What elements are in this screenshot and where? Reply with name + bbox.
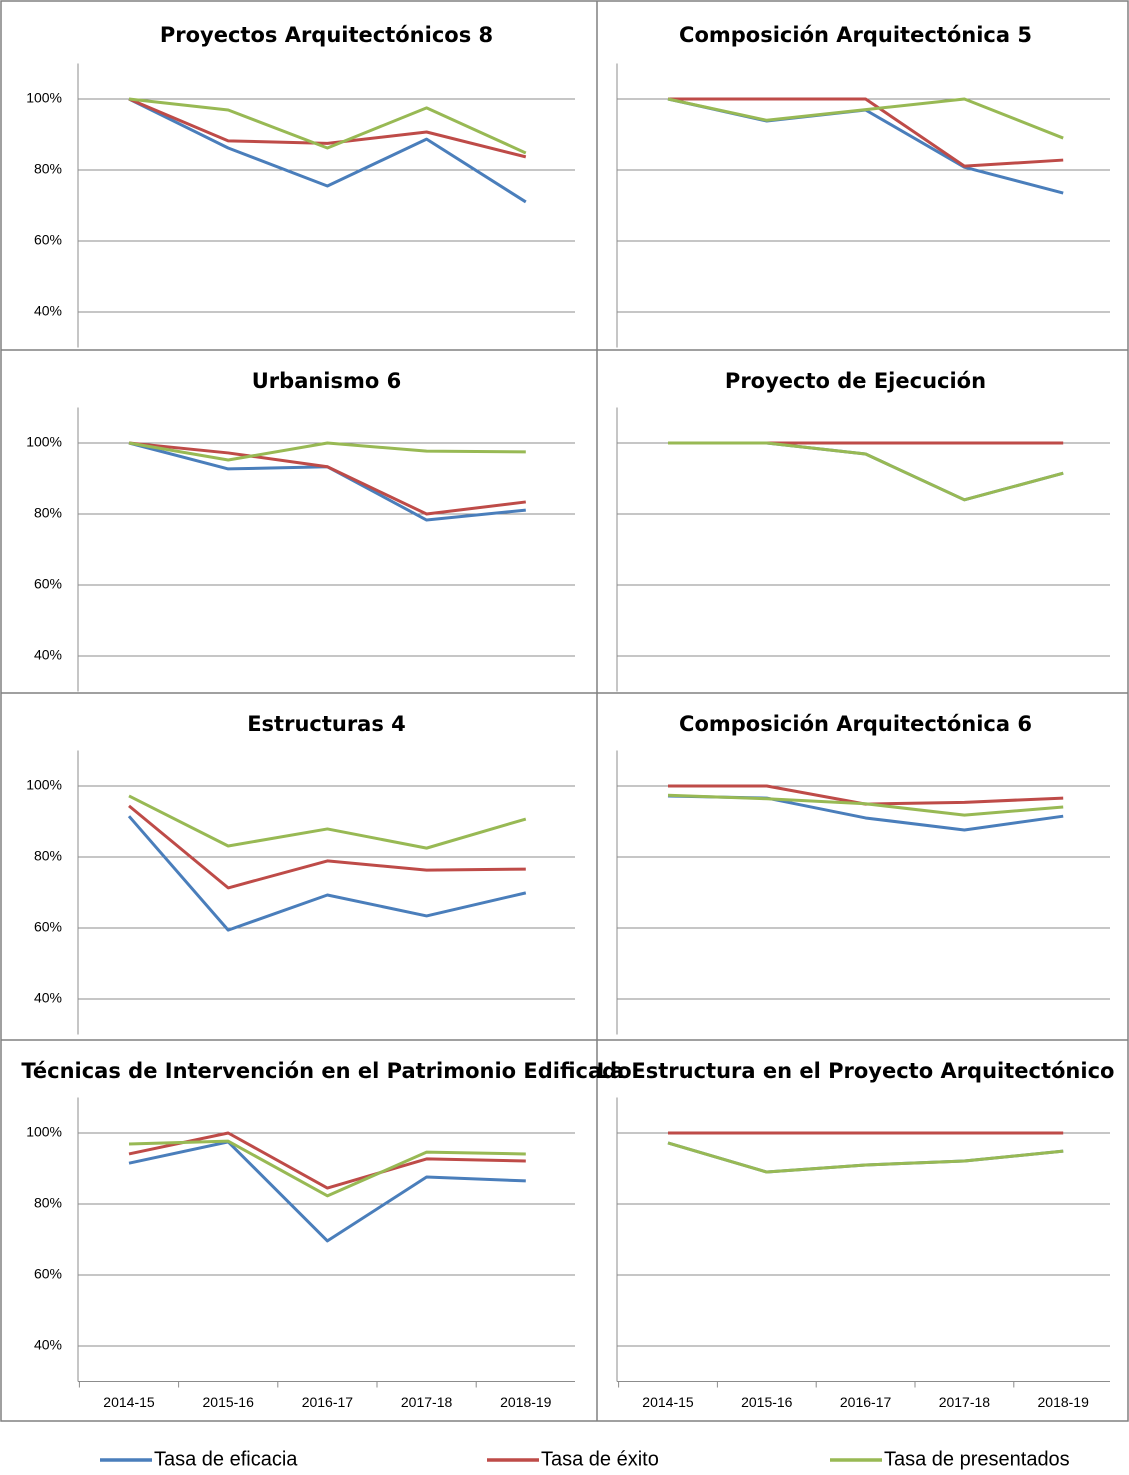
chart-title: Estructuras 4 [247, 712, 406, 736]
chart-title: Composición Arquitectónica 6 [679, 712, 1032, 736]
series-line [128, 794, 527, 850]
series-line [667, 793, 1064, 817]
y-tick-label: 80% [34, 505, 62, 521]
y-tick-label: 40% [34, 990, 62, 1006]
series-line [128, 1140, 526, 1243]
x-tick-label: 2016-17 [302, 1394, 354, 1410]
series-line [128, 1139, 526, 1198]
series-line [128, 1131, 526, 1190]
x-tick-label: 2015-16 [741, 1394, 793, 1410]
chart-title: La Estructura en el Proyecto Arquitectón… [597, 1059, 1115, 1083]
y-tick-label: 60% [34, 232, 62, 248]
y-tick-label: 80% [34, 1195, 62, 1211]
y-tick-label: 60% [34, 919, 62, 935]
x-tick-label: 2017-18 [939, 1394, 991, 1410]
series-line [668, 441, 1064, 502]
x-tick-label: 2018-19 [500, 1394, 552, 1410]
series-line [128, 804, 526, 890]
y-tick-label: 100% [26, 434, 62, 450]
y-tick-label: 40% [34, 647, 62, 663]
series-line [667, 97, 1064, 140]
y-tick-label: 40% [34, 303, 62, 319]
y-tick-label: 100% [26, 90, 62, 106]
x-tick-label: 2015-16 [203, 1394, 255, 1410]
x-tick-label: 2014-15 [103, 1394, 155, 1410]
legend-label: Tasa de eficacia [154, 1448, 298, 1470]
y-tick-label: 80% [34, 848, 62, 864]
series-line [128, 441, 526, 462]
legend-label: Tasa de éxito [541, 1448, 659, 1470]
y-tick-label: 60% [34, 1266, 62, 1282]
series-line [128, 441, 526, 516]
x-tick-label: 2016-17 [840, 1394, 892, 1410]
frame [0, 0, 1129, 1422]
series-line [128, 97, 527, 159]
chart-title: Proyectos Arquitectónicos 8 [160, 23, 493, 47]
series-line [668, 784, 1064, 806]
y-tick-label: 40% [34, 1337, 62, 1353]
series-line [128, 97, 527, 204]
x-tick-label: 2018-19 [1038, 1394, 1090, 1410]
y-tick-label: 100% [26, 1124, 62, 1140]
y-tick-label: 80% [34, 161, 62, 177]
y-tick-label: 60% [34, 576, 62, 592]
series-line [668, 441, 1064, 502]
series-line [668, 97, 1064, 168]
chart-title: Proyecto de Ejecución [725, 369, 986, 393]
series-line [667, 1141, 1064, 1174]
chart-title: Técnicas de Intervención en el Patrimoni… [21, 1059, 631, 1083]
series-line [127, 815, 527, 932]
x-tick-label: 2014-15 [642, 1394, 694, 1410]
x-tick-label: 2017-18 [401, 1394, 453, 1410]
legend-label: Tasa de presentados [884, 1448, 1070, 1470]
series-line [128, 97, 527, 155]
panel-borders [0, 0, 1129, 1422]
chart-title: Composición Arquitectónica 5 [679, 23, 1032, 47]
y-tick-label: 100% [26, 777, 62, 793]
chart-title: Urbanismo 6 [252, 369, 402, 393]
